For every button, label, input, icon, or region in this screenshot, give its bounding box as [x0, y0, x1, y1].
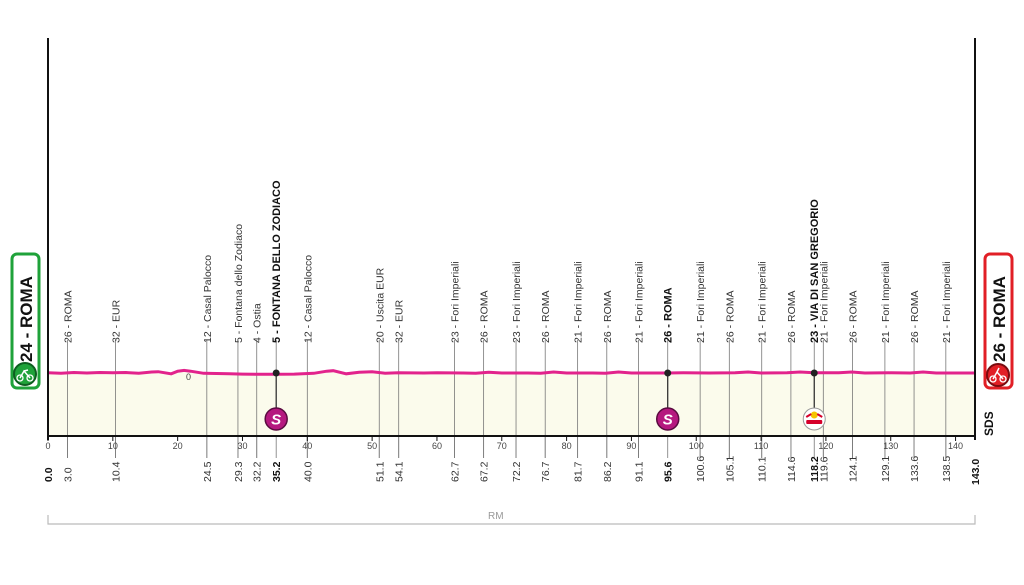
waypoint-label: 23 - Fori Imperiali: [449, 261, 461, 343]
x-tick-label: 40: [302, 441, 312, 451]
x-tick-label: 50: [367, 441, 377, 451]
waypoint-km-label: 72.2: [511, 461, 523, 482]
waypoint-label: 21 - Fori Imperiali: [880, 261, 892, 343]
x-tick-label: 70: [497, 441, 507, 451]
waypoint-label: 26 - ROMA: [540, 290, 552, 343]
waypoint-label: 26 - ROMA: [62, 290, 74, 343]
waypoint-km-label: 35.2: [271, 461, 283, 482]
altitude-zero-label: 0: [186, 372, 191, 382]
waypoint-km-label: 81.7: [573, 461, 585, 482]
x-tick-label: 130: [883, 441, 898, 451]
waypoint-label: 21 - Fori Imperiali: [941, 261, 953, 343]
x-tick-label: 100: [689, 441, 704, 451]
waypoint-km-label: 119.6: [818, 456, 830, 482]
x-tick-label: 140: [948, 441, 963, 451]
x-tick-label: 80: [562, 441, 572, 451]
waypoint-label: 26 - ROMA: [663, 287, 675, 343]
distance-bracket-label: RM: [488, 511, 504, 522]
waypoint-label: 5 - FONTANA DELLO ZODIACO: [271, 180, 283, 343]
waypoint-km-label: 24.5: [202, 461, 214, 482]
x-tick-label: 120: [818, 441, 833, 451]
waypoint-label: 21 - Fori Imperiali: [634, 261, 646, 343]
waypoint-label: 21 - Fori Imperiali: [573, 261, 585, 343]
waypoint-km-label: 105.1: [724, 456, 736, 482]
waypoint-label: 32 - EUR: [394, 299, 406, 343]
waypoint-km-label: 95.6: [663, 461, 675, 482]
x-tick-label: 20: [173, 441, 183, 451]
waypoint-km-label: 100.6: [695, 456, 707, 482]
sds-logo: SDS: [982, 411, 996, 436]
waypoint-label: 20 - Uscita EUR: [374, 267, 386, 343]
waypoint-label: 26 - ROMA: [479, 290, 491, 343]
svg-text:S: S: [271, 412, 281, 429]
waypoint-km-label: 62.7: [449, 461, 461, 482]
svg-text:S: S: [663, 412, 673, 429]
waypoint-label: 26 - ROMA: [847, 290, 859, 343]
waypoint-km-label: 10.4: [110, 461, 122, 482]
waypoint-km-label: 54.1: [394, 461, 406, 482]
waypoint-km-label: 32.2: [252, 461, 264, 482]
finish-label: 26 - ROMA: [990, 276, 1009, 362]
waypoint-km-label: 91.1: [634, 461, 646, 482]
waypoint-label: 21 - Fori Imperiali: [695, 261, 707, 343]
start-label: 24 - ROMA: [17, 276, 36, 362]
waypoint-km-label: 138.5: [941, 456, 953, 482]
waypoint-km-label: 124.1: [847, 456, 859, 482]
profile-line: [47, 368, 975, 376]
waypoint-km-label: 51.1: [374, 461, 386, 482]
waypoint-km-label: 114.6: [786, 456, 798, 482]
x-tick-label: 10: [108, 441, 118, 451]
start-badge: 24 - ROMA: [10, 252, 41, 390]
waypoint-label: 26 - ROMA: [724, 290, 736, 343]
start-km-label: 0.0: [43, 467, 55, 482]
waypoint-km-label: 129.1: [880, 456, 892, 482]
finish-cyclist-icon: [986, 363, 1010, 387]
waypoint-label: 32 - EUR: [110, 299, 122, 343]
waypoint-km-label: 76.7: [540, 461, 552, 482]
finish-badge: 26 - ROMA: [983, 252, 1014, 390]
waypoint-km-label: 29.3: [233, 461, 245, 482]
marker-dot: [272, 369, 280, 377]
waypoint-label: 26 - ROMA: [602, 290, 614, 343]
waypoint-label: 12 - Casal Palocco: [202, 255, 214, 343]
waypoint-label: 4 - Ostia: [252, 303, 264, 343]
waypoint-km-label: 86.2: [602, 461, 614, 482]
x-tick-label: 30: [237, 441, 247, 451]
x-tick-label: 60: [432, 441, 442, 451]
start-cyclist-icon: [13, 362, 37, 386]
x-tick-label: 90: [626, 441, 636, 451]
finish-km-label: 143.0: [970, 459, 982, 485]
waypoint-label: 26 - ROMA: [909, 290, 921, 343]
waypoint-label: 5 - Fontana dello Zodiaco: [233, 224, 245, 343]
sprint-icon: S: [655, 407, 680, 431]
waypoint-label: 23 - VIA DI SAN GREGORIO: [809, 199, 821, 343]
waypoint-label: 23 - Fori Imperiali: [511, 261, 523, 343]
waypoint-label: 12 - Casal Palocco: [302, 255, 314, 343]
waypoint-km-label: 133.6: [909, 456, 921, 482]
waypoint-km-label: 118.2: [809, 456, 821, 482]
sprint-icon: S: [264, 407, 288, 431]
x-tick-label: 110: [754, 441, 768, 451]
x-tick-label: 0: [45, 441, 50, 451]
waypoint-label: 21 - Fori Imperiali: [757, 261, 769, 343]
waypoint-label: 26 - ROMA: [786, 290, 798, 343]
distance-bracket: RM: [47, 511, 976, 525]
marker-dot: [810, 369, 818, 377]
waypoint-label: 21 - Fori Imperiali: [818, 261, 830, 343]
waypoint-km-label: 110.1: [757, 456, 769, 482]
redbull-km-icon: [802, 407, 826, 431]
waypoint-km-label: 40.0: [302, 461, 314, 482]
marker-dot: [664, 369, 672, 377]
waypoint-km-label: 67.2: [479, 461, 491, 482]
waypoint-km-label: 3.0: [62, 467, 74, 482]
